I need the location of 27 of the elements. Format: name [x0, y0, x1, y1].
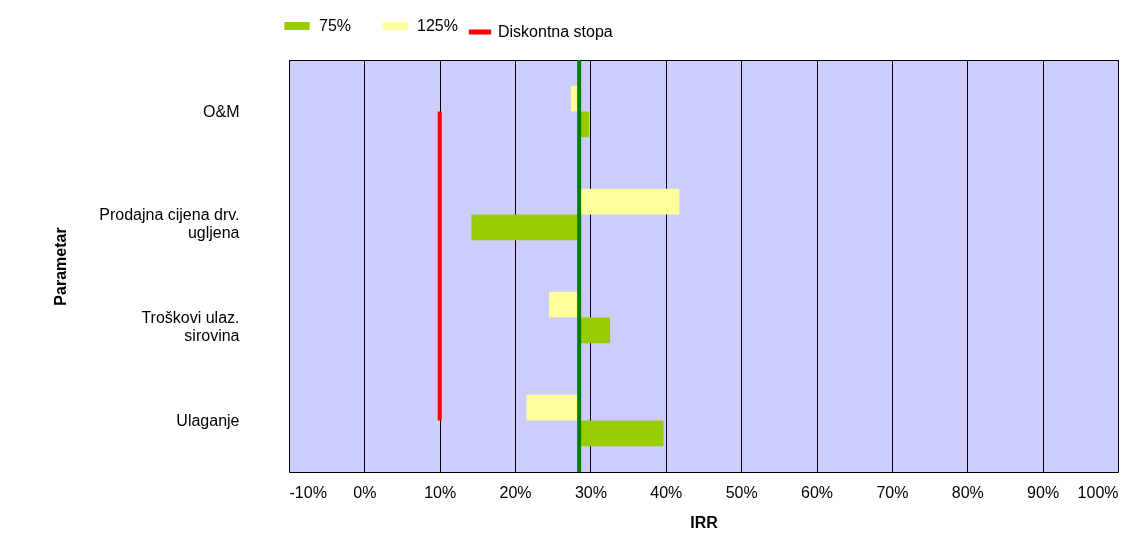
- legend-label: Diskontna stopa: [498, 23, 613, 40]
- x-tick-label: -10%: [289, 483, 327, 501]
- x-tick-label: 50%: [725, 483, 758, 501]
- y-tick-label: Troškovi ulaz. sirovina: [141, 308, 240, 344]
- x-tick-label: 20%: [499, 483, 532, 501]
- x-tick-label: 60%: [801, 483, 834, 501]
- legend-label: 75%: [319, 17, 352, 34]
- x-axis-title: IRR: [690, 513, 719, 531]
- bar: [579, 188, 680, 215]
- bar: [526, 394, 580, 421]
- bar: [549, 291, 580, 318]
- x-tick-label: 0%: [353, 483, 377, 501]
- bar: [579, 317, 611, 344]
- x-tick-label: 10%: [424, 483, 457, 501]
- x-tick-label: 40%: [650, 483, 683, 501]
- y-tick-label: O&M: [203, 102, 240, 120]
- legend-label: 125%: [417, 17, 458, 34]
- x-tick-label: 30%: [574, 483, 607, 501]
- y-axis-title: Parametar: [52, 227, 70, 306]
- x-tick-label: 80%: [951, 483, 984, 501]
- x-tick-label: 70%: [876, 483, 909, 501]
- y-tick-label: Prodajna cijena drv. ugljena: [99, 205, 240, 241]
- y-tick-label: Ulaganje: [176, 411, 240, 429]
- x-tick-label: 100%: [1077, 483, 1119, 501]
- bar: [471, 214, 580, 241]
- x-tick-label: 90%: [1027, 483, 1060, 501]
- bar: [579, 420, 664, 447]
